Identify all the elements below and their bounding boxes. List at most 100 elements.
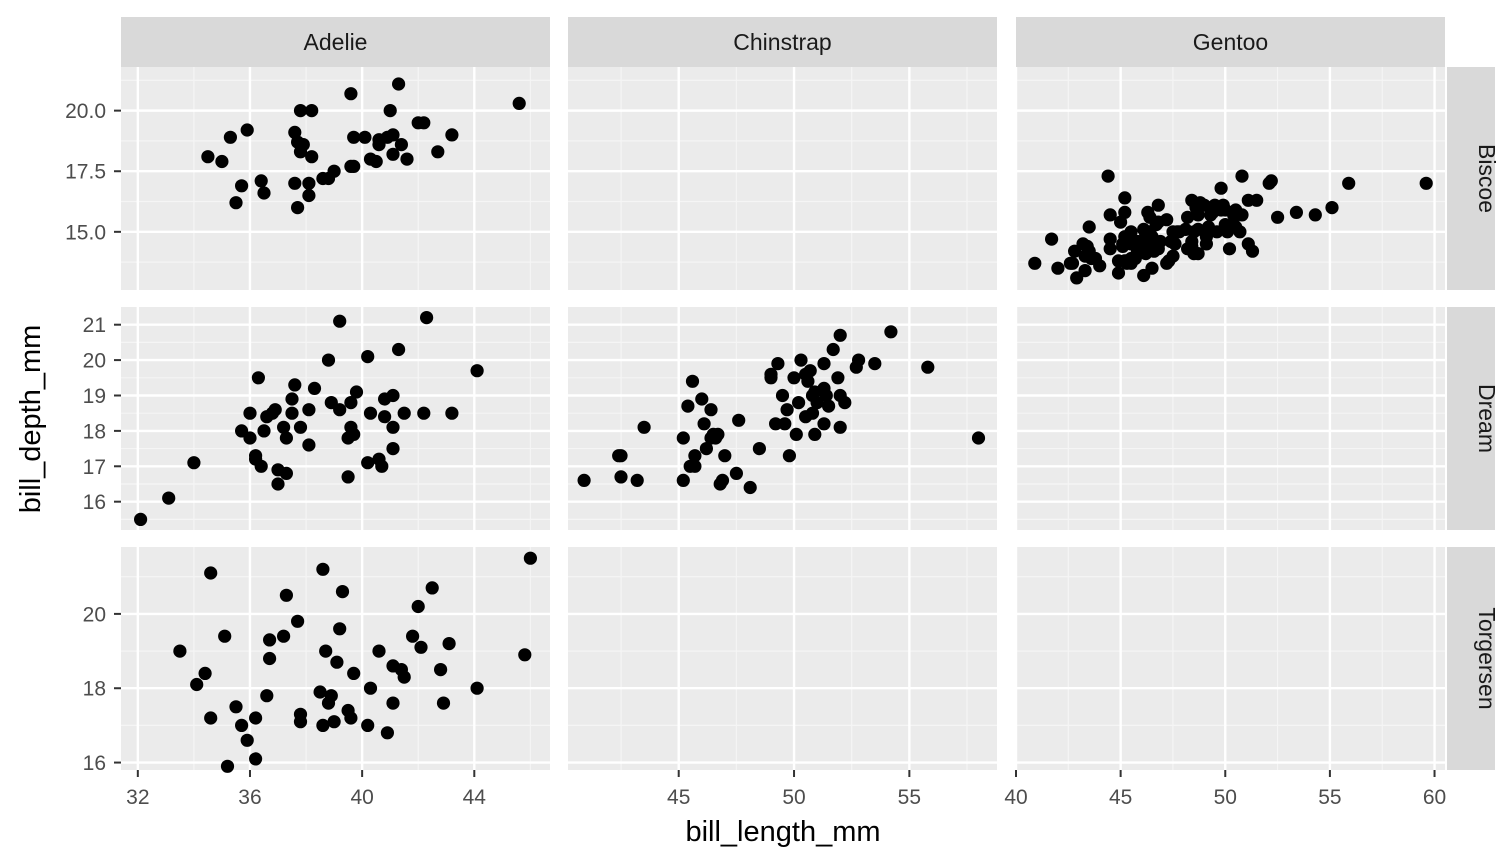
panel-background <box>121 307 550 530</box>
x-tick-label: 45 <box>667 786 690 809</box>
data-point <box>1101 169 1115 183</box>
y-tick-label: 18 <box>83 678 106 701</box>
data-point <box>1325 201 1339 215</box>
data-point <box>386 420 400 434</box>
data-point <box>375 459 389 473</box>
data-point <box>223 130 237 144</box>
data-point <box>204 566 218 580</box>
y-tick-label: 17 <box>83 456 106 479</box>
data-point <box>249 711 263 725</box>
data-point <box>293 104 308 118</box>
data-point <box>971 431 986 445</box>
data-point <box>271 477 285 491</box>
data-point <box>425 581 439 595</box>
data-point <box>240 123 254 137</box>
plot-layer: Adelie Chinstrap Gentoo Biscoe Dream Torgerse… <box>65 17 1500 809</box>
data-point <box>817 357 831 371</box>
x-tick-label: 55 <box>1318 786 1341 809</box>
data-point <box>1181 210 1195 224</box>
y-tick-label: 20 <box>83 350 106 373</box>
data-point <box>173 644 187 658</box>
data-point <box>394 138 408 152</box>
data-point <box>361 718 375 733</box>
data-point <box>752 442 767 456</box>
y-tick-label: 20 <box>83 603 106 626</box>
data-point <box>204 711 218 725</box>
data-point <box>235 718 249 733</box>
data-point <box>198 666 212 681</box>
facet-label-adelie: Adelie <box>304 29 368 55</box>
data-point <box>215 154 229 169</box>
data-point <box>794 353 808 367</box>
x-tick-label: 45 <box>1109 786 1132 809</box>
data-point <box>316 562 330 576</box>
data-point <box>417 406 431 420</box>
data-point <box>431 145 445 159</box>
data-point <box>801 374 815 388</box>
data-point <box>1233 225 1247 239</box>
panel-gentoo-torgersen <box>1014 547 1445 770</box>
data-point <box>1264 174 1278 188</box>
x-tick-label: 40 <box>350 786 373 809</box>
data-point <box>764 367 778 381</box>
data-point <box>1082 220 1096 234</box>
data-point <box>335 585 350 599</box>
data-point <box>688 459 702 473</box>
data-point <box>347 666 361 681</box>
data-point <box>780 403 794 417</box>
data-point <box>327 164 341 178</box>
data-point <box>711 427 725 441</box>
data-point <box>347 159 361 173</box>
data-point <box>1028 256 1042 270</box>
panel-gentoo-dream <box>1014 307 1445 530</box>
data-point <box>838 396 852 410</box>
data-point <box>1289 205 1303 219</box>
data-point <box>771 357 785 371</box>
points-adelie-biscoe <box>201 77 526 215</box>
data-point <box>291 614 305 628</box>
data-point <box>826 342 840 357</box>
data-point <box>162 491 176 505</box>
panel-chinstrap-torgersen <box>568 547 997 770</box>
data-point <box>1342 176 1356 190</box>
x-tick-label: 60 <box>1423 786 1446 809</box>
data-point <box>285 392 299 406</box>
data-point <box>369 154 383 169</box>
x-tick-label: 55 <box>898 786 921 809</box>
panel-chinstrap-biscoe <box>568 67 997 290</box>
data-point <box>732 413 746 427</box>
y-tick-label: 18 <box>83 420 106 443</box>
points-adelie-dream <box>134 311 484 527</box>
data-point <box>445 128 459 142</box>
data-point <box>293 420 308 434</box>
panel-adelie-biscoe <box>121 67 550 290</box>
data-point <box>397 670 411 684</box>
panel-background <box>121 67 550 290</box>
y-tick-label: 17.5 <box>65 161 106 184</box>
data-point <box>685 374 700 388</box>
data-point <box>302 188 316 203</box>
panel-adelie-dream <box>121 307 550 530</box>
x-axis-gentoo: 40 45 50 55 60 <box>1004 770 1446 809</box>
facet-label-torgersen: Torgersen <box>1474 607 1500 709</box>
data-point <box>254 174 268 188</box>
data-point <box>321 353 336 367</box>
data-point <box>1078 264 1092 278</box>
data-point <box>386 128 400 142</box>
data-point <box>316 718 330 733</box>
data-point <box>268 403 282 417</box>
data-point <box>378 410 392 424</box>
data-point <box>263 633 277 647</box>
data-point <box>235 179 249 193</box>
data-point <box>1045 232 1059 246</box>
facet-label-chinstrap: Chinstrap <box>733 29 831 55</box>
data-point <box>637 420 651 434</box>
data-point <box>1124 225 1138 239</box>
x-tick-label: 36 <box>238 786 261 809</box>
y-tick-label: 19 <box>83 385 106 408</box>
data-point <box>1235 169 1249 183</box>
y-axis-biscoe: 15.0 17.5 20.0 <box>65 100 121 244</box>
data-point <box>257 186 271 200</box>
data-point <box>361 456 375 470</box>
